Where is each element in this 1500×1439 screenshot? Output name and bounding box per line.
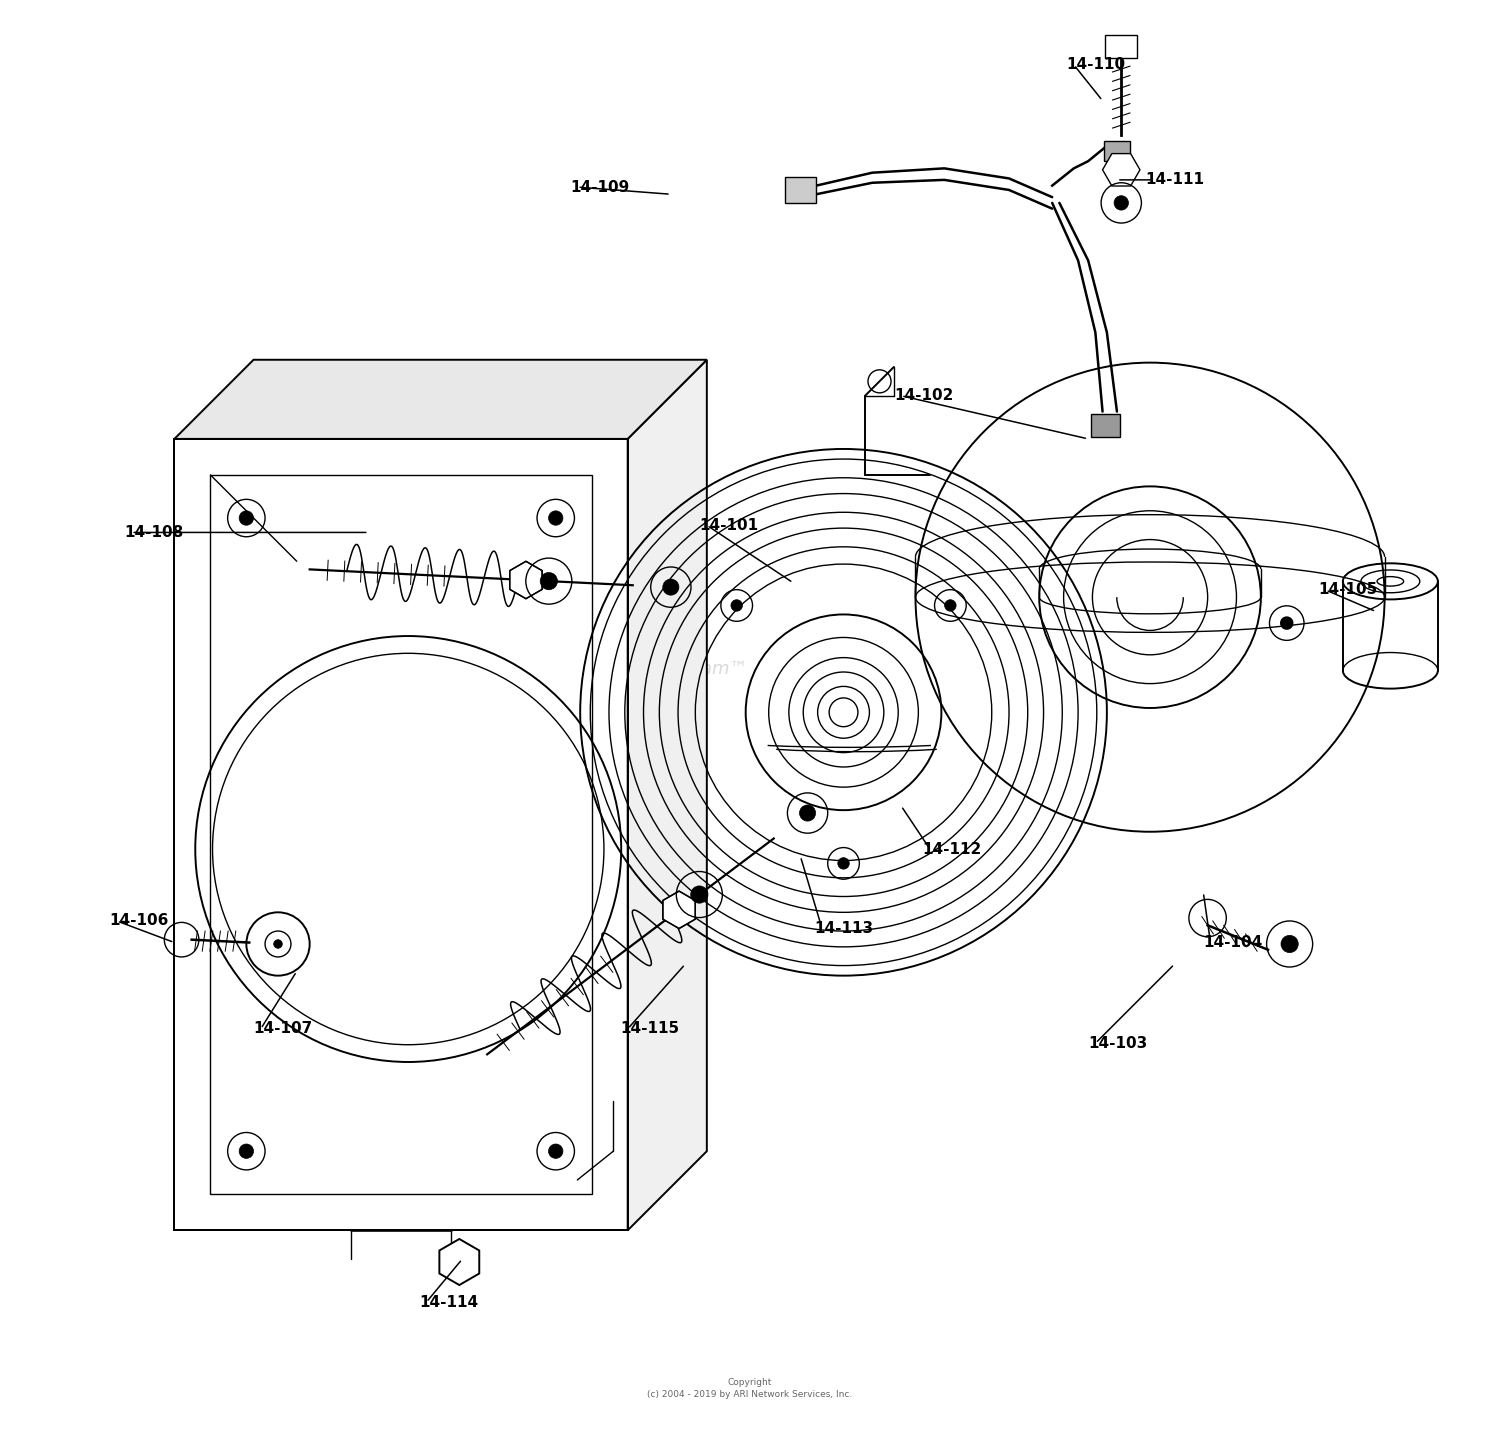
- Ellipse shape: [690, 886, 708, 904]
- Text: 14-115: 14-115: [621, 1022, 680, 1036]
- Polygon shape: [174, 439, 627, 1230]
- Text: 14-112: 14-112: [922, 842, 982, 856]
- FancyBboxPatch shape: [1106, 35, 1137, 58]
- Text: 14-103: 14-103: [1088, 1036, 1148, 1050]
- Ellipse shape: [839, 858, 849, 869]
- Ellipse shape: [238, 511, 254, 525]
- Text: 14-109: 14-109: [570, 180, 630, 194]
- Text: ARI PartStream™: ARI PartStream™: [592, 661, 748, 678]
- Text: 14-110: 14-110: [1066, 58, 1125, 72]
- Polygon shape: [210, 475, 591, 1194]
- Ellipse shape: [540, 573, 558, 590]
- Ellipse shape: [663, 578, 680, 596]
- FancyBboxPatch shape: [784, 177, 816, 203]
- Ellipse shape: [549, 1144, 562, 1158]
- Ellipse shape: [800, 804, 816, 822]
- FancyBboxPatch shape: [1104, 141, 1130, 161]
- Ellipse shape: [273, 940, 282, 948]
- Polygon shape: [510, 561, 542, 599]
- Text: 14-107: 14-107: [254, 1022, 314, 1036]
- Text: 14-102: 14-102: [894, 389, 954, 403]
- Text: 14-106: 14-106: [110, 914, 170, 928]
- FancyBboxPatch shape: [1090, 414, 1120, 437]
- Ellipse shape: [238, 1144, 254, 1158]
- Polygon shape: [627, 360, 706, 1230]
- Ellipse shape: [945, 600, 956, 612]
- Ellipse shape: [1281, 617, 1293, 629]
- Polygon shape: [174, 360, 706, 439]
- Ellipse shape: [1281, 935, 1299, 953]
- Polygon shape: [663, 891, 696, 928]
- Text: 14-105: 14-105: [1318, 583, 1377, 597]
- Polygon shape: [1102, 154, 1140, 186]
- Text: Copyright
(c) 2004 - 2019 by ARI Network Services, Inc.: Copyright (c) 2004 - 2019 by ARI Network…: [648, 1379, 852, 1399]
- Ellipse shape: [730, 600, 742, 612]
- Text: 14-113: 14-113: [815, 921, 874, 935]
- Text: 14-108: 14-108: [124, 525, 183, 540]
- Ellipse shape: [1114, 196, 1128, 210]
- Text: 14-111: 14-111: [1146, 173, 1204, 187]
- Polygon shape: [440, 1239, 480, 1285]
- Text: 14-104: 14-104: [1203, 935, 1263, 950]
- Text: 14-114: 14-114: [419, 1295, 478, 1309]
- Ellipse shape: [549, 511, 562, 525]
- Text: 14-101: 14-101: [699, 518, 759, 532]
